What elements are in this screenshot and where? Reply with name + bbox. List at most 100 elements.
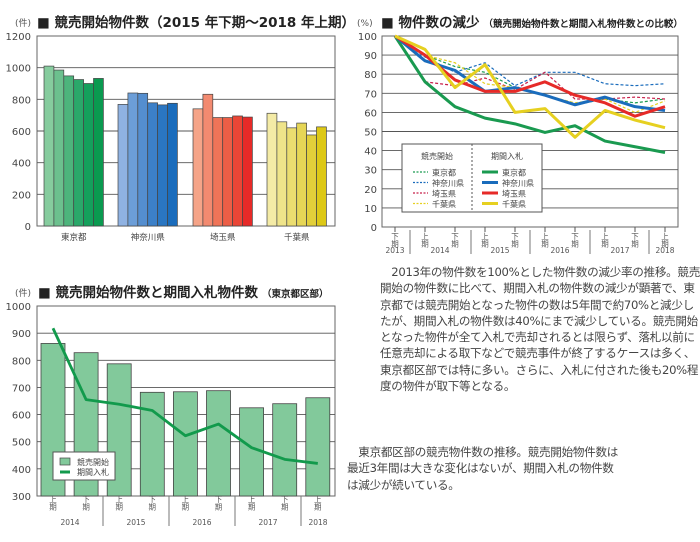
x-year-label: 2015 xyxy=(126,518,145,527)
y-tick-label: 0 xyxy=(25,222,31,233)
x-period-label: 下期 xyxy=(390,232,399,249)
x-period-label: 下期 xyxy=(280,495,289,512)
bar xyxy=(167,102,178,227)
x-period-label: 上期 xyxy=(114,495,123,512)
caption-line: となった物件が全て入札で売却されるとは限らず、落札以前に xyxy=(380,330,695,345)
caption-line: 最近3年間は大きな変化はないが、期間入札の物件数 xyxy=(347,461,614,476)
x-period-label: 下期 xyxy=(630,232,639,249)
caption-line: は減少が続いている。 xyxy=(347,477,460,492)
x-period-label: 下期 xyxy=(214,495,223,512)
series-line xyxy=(394,35,666,87)
series-line xyxy=(394,35,666,100)
x-category-label: 埼玉県 xyxy=(210,232,236,243)
y-tick-label: 600 xyxy=(12,127,31,138)
bar xyxy=(266,112,278,227)
caption-line: 開始の物件数に比べて、期間入札の物件数の減少が顕著で、東 xyxy=(380,281,695,296)
bar xyxy=(306,134,317,227)
bar xyxy=(53,69,65,227)
bar xyxy=(127,92,139,227)
y-tick-label: 800 xyxy=(12,95,31,106)
caption-line: たが、期間入札の物件数は40%にまで減少している。競売開始 xyxy=(380,313,698,328)
x-period-label: 下期 xyxy=(570,232,579,249)
chart-subtitle: （競売開始物件数と期間入札物件数との比較） xyxy=(483,18,682,30)
legend-label: 神奈川県 xyxy=(502,178,534,188)
bar xyxy=(73,79,84,227)
x-year-label: 2018 xyxy=(308,518,327,527)
y-tick-label: 400 xyxy=(12,465,31,476)
x-period-label: 上期 xyxy=(48,495,57,512)
y-tick-label: 500 xyxy=(12,438,31,449)
x-period-label: 上期 xyxy=(540,232,549,249)
chart-title: ■ 物件数の減少 xyxy=(381,14,480,31)
x-period-label: 上期 xyxy=(247,495,256,512)
y-tick-label: 70 xyxy=(364,89,377,100)
y-tick-label: 1000 xyxy=(6,302,31,313)
unit-label: (%) xyxy=(357,19,373,29)
bar xyxy=(212,117,224,227)
legend-label: 東京都 xyxy=(432,168,456,178)
bar xyxy=(192,108,204,227)
x-year-label: 2015 xyxy=(490,246,509,255)
y-tick-label: 60 xyxy=(364,108,377,119)
x-category-label: 千葉県 xyxy=(284,232,310,243)
bar xyxy=(276,121,288,227)
y-tick-label: 700 xyxy=(12,383,31,394)
bar xyxy=(83,83,94,227)
x-period-label: 下期 xyxy=(510,232,519,249)
legend-label: 競売開始 xyxy=(77,457,109,467)
x-year-label: 2014 xyxy=(60,518,79,527)
unit-label: (件) xyxy=(15,287,31,299)
decline-caption: 2013年の物件数を100%とした物件数の減少率の推移。競売 開始の物件数に比べて… xyxy=(380,264,700,394)
y-tick-label: 900 xyxy=(12,329,31,340)
legend-group-label: 期間入札 xyxy=(491,151,523,161)
x-year-label: 2017 xyxy=(258,518,277,527)
x-period-label: 上期 xyxy=(480,232,489,249)
legend-label: 千葉県 xyxy=(432,199,456,209)
chart-title-line: ■ 競売開始物件数（2015 年下期～2018 年上期） xyxy=(37,14,355,31)
y-tick-label: 300 xyxy=(12,492,31,503)
bar xyxy=(305,397,331,497)
y-tick-label: 1200 xyxy=(6,32,31,43)
chart-subtitle: （東京都区部） xyxy=(262,288,329,300)
x-year-label: 2016 xyxy=(550,246,569,255)
x-year-label: 2018 xyxy=(655,246,674,255)
series-line xyxy=(51,327,318,465)
caption-line: 東京都区部では特に多い。さらに、入札に付された後も20%程 xyxy=(380,362,699,377)
legend-label: 期間入札 xyxy=(77,467,109,477)
bar xyxy=(272,403,298,497)
bar xyxy=(242,116,253,227)
caption-line: 度の物件が取下等となる。 xyxy=(380,379,516,394)
y-tick-label: 80 xyxy=(364,70,377,81)
bar xyxy=(172,391,198,497)
y-tick-label: 400 xyxy=(12,159,31,170)
y-tick-label: 1000 xyxy=(6,64,31,75)
series-line xyxy=(394,35,666,114)
series-line xyxy=(393,35,666,154)
y-tick-label: 0 xyxy=(371,223,377,234)
x-period-label: 上期 xyxy=(313,495,322,512)
x-period-label: 下期 xyxy=(81,495,90,512)
legend-label: 神奈川県 xyxy=(432,178,464,188)
bar xyxy=(157,104,168,227)
y-tick-label: 200 xyxy=(12,190,31,201)
x-year-label: 2016 xyxy=(192,518,211,527)
bar xyxy=(296,122,307,227)
caption-line: 東京都区部の競売物件数の推移。競売開始物件数は xyxy=(347,445,619,459)
tokyo-caption: 東京都区部の競売物件数の推移。競売開始物件数は 最近3年間は大きな変化はないが、期… xyxy=(347,444,618,493)
y-tick-label: 20 xyxy=(364,185,377,196)
series-line xyxy=(394,34,666,139)
x-period-label: 上期 xyxy=(420,232,429,249)
y-tick-label: 800 xyxy=(12,356,31,367)
x-category-label: 神奈川県 xyxy=(131,232,166,243)
unit-label: (件) xyxy=(15,17,31,29)
bar xyxy=(43,65,55,227)
legend-box xyxy=(52,451,116,481)
y-tick-label: 40 xyxy=(364,147,377,158)
chart-title-line: ■ 物件数の減少 （競売開始物件数と期間入札物件数との比較） xyxy=(381,14,683,31)
x-period-label: 下期 xyxy=(148,495,157,512)
legend-label: 東京都 xyxy=(502,168,526,178)
bar xyxy=(137,92,149,227)
bar xyxy=(316,126,327,227)
y-tick-label: 50 xyxy=(364,128,377,139)
chart-title: ■ 競売開始物件数（2015 年下期～2018 年上期） xyxy=(37,14,355,31)
